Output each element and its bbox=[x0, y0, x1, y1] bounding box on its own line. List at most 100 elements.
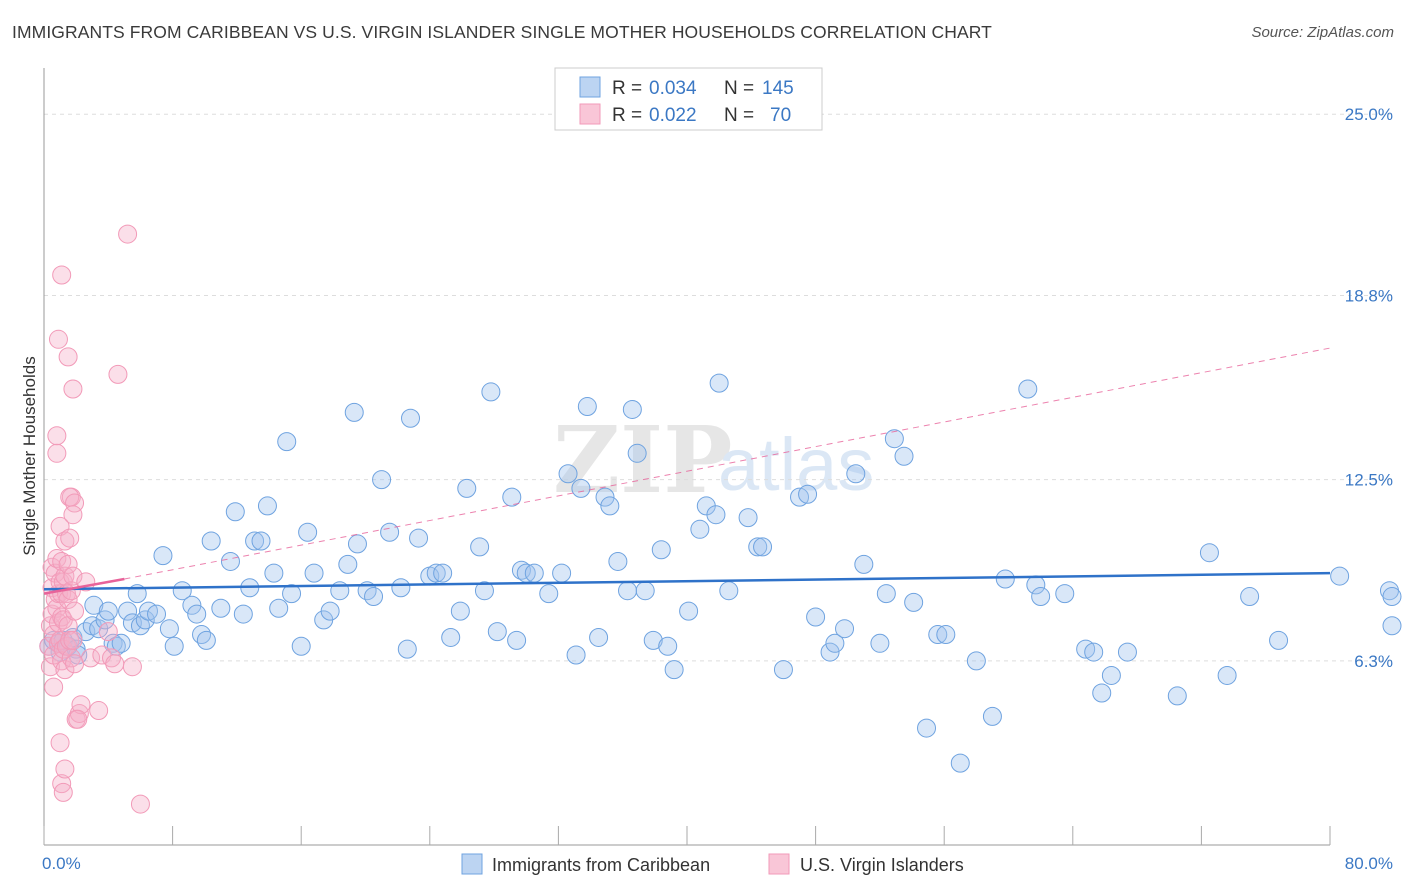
caribbean-point-27 bbox=[164, 636, 184, 656]
caribbean-point-64 bbox=[426, 563, 446, 583]
caribbean-point-137 bbox=[1217, 665, 1237, 685]
virgin-point-43 bbox=[65, 601, 85, 621]
caribbean-point-126 bbox=[1018, 379, 1038, 399]
caribbean-point-96 bbox=[679, 601, 699, 621]
x-tick-label-min: 0.0% bbox=[42, 854, 81, 873]
caribbean-point-93 bbox=[651, 540, 671, 560]
caribbean-point-56 bbox=[364, 587, 384, 607]
legend-n-value-virgin: 70 bbox=[770, 105, 791, 126]
caribbean-point-133 bbox=[1101, 665, 1121, 685]
caribbean-point-104 bbox=[753, 537, 773, 557]
legend-n-label-virgin: N = bbox=[724, 105, 754, 126]
caribbean-point-107 bbox=[798, 484, 818, 504]
caribbean-point-123 bbox=[966, 651, 986, 671]
virgin-point-61 bbox=[81, 648, 101, 668]
caribbean-point-81 bbox=[566, 645, 586, 665]
bottom-legend-label-caribbean: Immigrants from Caribbean bbox=[492, 855, 710, 875]
trend-line-caribbean bbox=[43, 571, 1331, 591]
virgin-point-59 bbox=[68, 709, 88, 729]
caribbean-point-125 bbox=[995, 569, 1015, 589]
virgin-point-52 bbox=[63, 379, 83, 399]
virgin-point-27 bbox=[55, 660, 75, 680]
caribbean-point-78 bbox=[539, 584, 559, 604]
caribbean-point-39 bbox=[245, 531, 265, 551]
caribbean-point-42 bbox=[264, 563, 284, 583]
virgin-point-66 bbox=[105, 654, 125, 674]
virgin-point-42 bbox=[65, 654, 85, 674]
caribbean-point-90 bbox=[627, 443, 647, 463]
virgin-point-50 bbox=[52, 265, 72, 285]
caribbean-point-61 bbox=[401, 408, 421, 428]
y-tick-label-2: 18.8% bbox=[1345, 286, 1393, 305]
caribbean-point-25 bbox=[153, 546, 173, 566]
caribbean-point-120 bbox=[928, 625, 948, 645]
caribbean-point-77 bbox=[524, 563, 544, 583]
y-tick-label-0: 6.3% bbox=[1354, 652, 1393, 671]
watermark: ZIP atlas bbox=[553, 406, 874, 514]
legend-r-value-caribbean: 0.034 bbox=[649, 78, 697, 99]
caribbean-point-83 bbox=[577, 397, 597, 417]
caribbean-point-71 bbox=[481, 382, 501, 402]
caribbean-point-117 bbox=[894, 446, 914, 466]
caribbean-point-53 bbox=[344, 402, 364, 422]
caribbean-point-97 bbox=[690, 519, 710, 539]
caribbean-point-52 bbox=[338, 554, 358, 574]
caribbean-point-67 bbox=[450, 601, 470, 621]
caribbean-point-73 bbox=[502, 487, 522, 507]
bottom-legend-label-virgin: U.S. Virgin Islanders bbox=[800, 855, 964, 875]
caribbean-point-122 bbox=[950, 753, 970, 773]
caribbean-point-26 bbox=[159, 619, 179, 639]
virgin-point-62 bbox=[89, 701, 109, 721]
caribbean-point-45 bbox=[282, 584, 302, 604]
caribbean-point-29 bbox=[182, 595, 202, 615]
caribbean-point-62 bbox=[409, 528, 429, 548]
caribbean-point-143 bbox=[1382, 616, 1402, 636]
caribbean-point-72 bbox=[487, 622, 507, 642]
chart-title: IMMIGRANTS FROM CARIBBEAN VS U.S. VIRGIN… bbox=[12, 22, 992, 42]
virgin-point-41 bbox=[63, 566, 83, 586]
bottom-legend-swatch-virgin bbox=[768, 853, 790, 875]
legend: R = 0.034 N = 145 R = 0.022 N = 70 bbox=[554, 67, 823, 131]
y-tick-labels: 6.3% 12.5% 18.8% 25.0% bbox=[1345, 105, 1393, 671]
source-credit: Source: ZipAtlas.com bbox=[1251, 24, 1394, 41]
caribbean-point-131 bbox=[1084, 642, 1104, 662]
caribbean-point-112 bbox=[846, 464, 866, 484]
caribbean-point-100 bbox=[709, 373, 729, 393]
caribbean-point-84 bbox=[589, 627, 609, 647]
caribbean-point-57 bbox=[372, 470, 392, 490]
legend-n-value-caribbean: 145 bbox=[762, 78, 794, 99]
virgin-point-47 bbox=[55, 759, 75, 779]
caribbean-point-82 bbox=[571, 478, 591, 498]
virgin-point-55 bbox=[63, 505, 83, 525]
caribbean-point-128 bbox=[1031, 587, 1051, 607]
caribbean-point-110 bbox=[825, 633, 845, 653]
virgin-point-48 bbox=[47, 426, 67, 446]
x-tick-label-max: 80.0% bbox=[1345, 854, 1393, 873]
virgin-point-36 bbox=[60, 528, 80, 548]
caribbean-point-50 bbox=[320, 601, 340, 621]
caribbean-point-47 bbox=[298, 522, 318, 542]
caribbean-point-102 bbox=[738, 508, 758, 528]
caribbean-point-89 bbox=[622, 399, 642, 419]
virgin-point-34 bbox=[58, 554, 78, 574]
caribbean-point-129 bbox=[1055, 584, 1075, 604]
caribbean-point-60 bbox=[397, 639, 417, 659]
caribbean-point-46 bbox=[291, 636, 311, 656]
caribbean-point-114 bbox=[870, 633, 890, 653]
virgin-point-6 bbox=[44, 677, 64, 697]
virgin-point-69 bbox=[122, 657, 142, 677]
caribbean-point-111 bbox=[835, 619, 855, 639]
caribbean-point-37 bbox=[233, 604, 253, 624]
caribbean-point-70 bbox=[474, 581, 494, 601]
series-virgin-points bbox=[39, 224, 150, 814]
caribbean-point-108 bbox=[806, 607, 826, 627]
caribbean-point-118 bbox=[904, 592, 924, 612]
caribbean-point-101 bbox=[719, 581, 739, 601]
caribbean-point-74 bbox=[507, 630, 527, 650]
caribbean-point-136 bbox=[1199, 543, 1219, 563]
caribbean-point-59 bbox=[391, 578, 411, 598]
legend-r-label-virgin: R = bbox=[612, 105, 642, 126]
virgin-point-46 bbox=[53, 782, 73, 802]
caribbean-point-87 bbox=[608, 551, 628, 571]
